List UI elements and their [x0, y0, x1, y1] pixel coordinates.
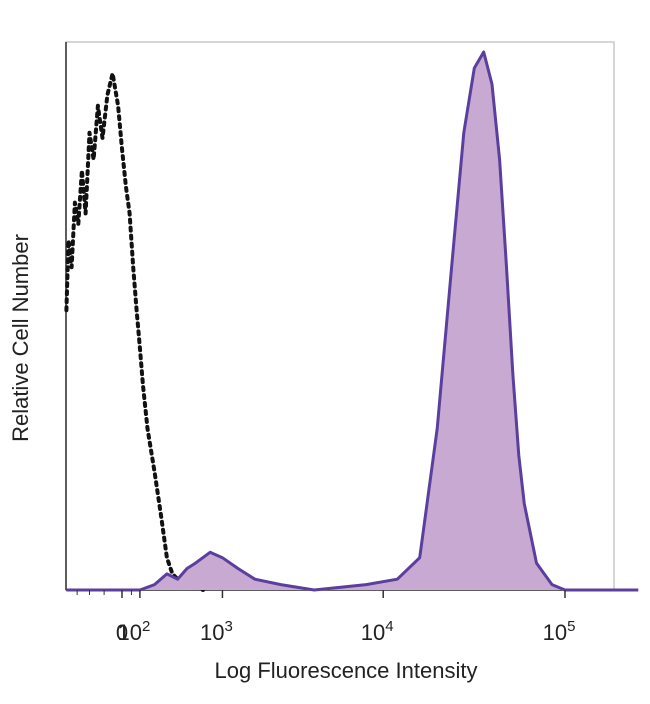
- x-tick-label: 105: [543, 618, 576, 645]
- series-layer: [64, 50, 639, 592]
- series-0-line: [64, 71, 206, 592]
- y-axis-title: Relative Cell Number: [8, 234, 33, 442]
- x-tick-label: 0: [116, 620, 128, 645]
- x-tick-label: 104: [361, 618, 394, 645]
- plot-frame: [65, 41, 615, 591]
- x-tick-label: 102: [117, 618, 150, 645]
- series-1-line: [66, 50, 639, 592]
- x-axis-title: Log Fluorescence Intensity: [215, 658, 478, 683]
- x-tick-label: 103: [200, 618, 233, 645]
- series-1-area: [66, 52, 639, 590]
